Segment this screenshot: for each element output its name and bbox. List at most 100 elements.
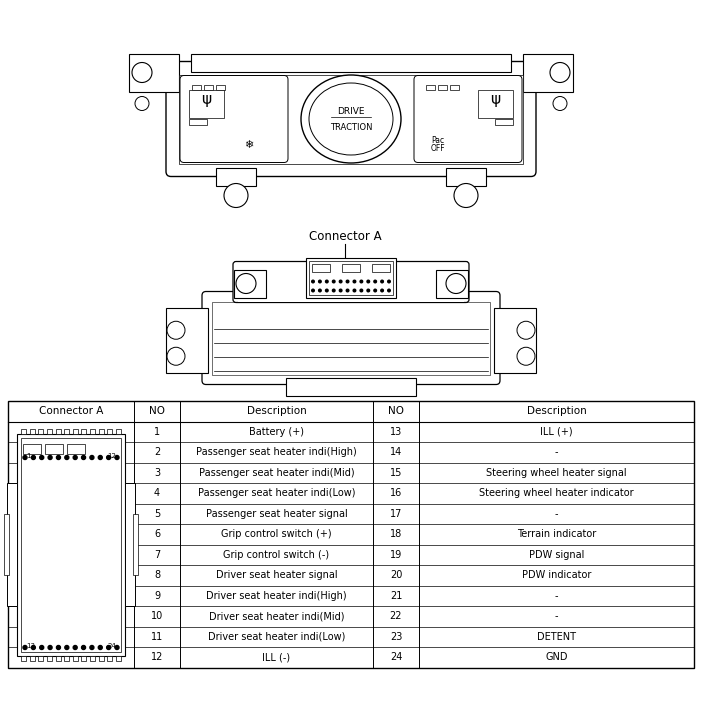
Text: DRIVE: DRIVE xyxy=(337,106,365,116)
Circle shape xyxy=(48,455,52,459)
Text: PDW indicator: PDW indicator xyxy=(522,570,591,580)
Circle shape xyxy=(57,645,60,649)
Bar xyxy=(55,428,60,433)
Circle shape xyxy=(319,280,321,283)
Bar xyxy=(99,656,104,661)
Text: 23: 23 xyxy=(390,632,402,642)
Text: 20: 20 xyxy=(390,570,402,580)
Text: Passenger seat heater indi(High): Passenger seat heater indi(High) xyxy=(196,447,357,457)
Bar xyxy=(73,428,78,433)
Bar xyxy=(47,656,52,661)
Text: Driver seat heater indi(High): Driver seat heater indi(High) xyxy=(206,591,347,601)
Circle shape xyxy=(353,289,355,292)
Circle shape xyxy=(454,184,478,208)
Circle shape xyxy=(57,455,60,459)
Bar xyxy=(133,514,138,575)
Circle shape xyxy=(367,280,369,283)
Text: Grip control switch (+): Grip control switch (+) xyxy=(222,529,332,540)
Bar xyxy=(107,428,112,433)
Text: Connector A: Connector A xyxy=(39,406,103,416)
Text: NO: NO xyxy=(149,406,165,416)
Circle shape xyxy=(81,645,86,649)
Circle shape xyxy=(224,184,248,208)
FancyBboxPatch shape xyxy=(414,75,522,162)
Text: 14: 14 xyxy=(390,447,402,457)
Text: -: - xyxy=(554,509,558,519)
Bar xyxy=(125,484,135,605)
Bar xyxy=(67,444,85,454)
Bar xyxy=(426,84,435,89)
Bar xyxy=(8,401,694,667)
Text: DETENT: DETENT xyxy=(537,632,576,642)
Bar xyxy=(436,269,468,298)
Bar xyxy=(238,291,464,301)
Text: ILL (+): ILL (+) xyxy=(540,427,573,437)
Text: 13: 13 xyxy=(390,427,402,437)
Bar xyxy=(342,264,360,272)
Bar xyxy=(309,260,393,294)
Bar xyxy=(39,656,43,661)
Bar xyxy=(81,428,86,433)
Circle shape xyxy=(381,289,383,292)
Bar xyxy=(312,264,330,272)
Bar xyxy=(192,84,201,89)
Circle shape xyxy=(115,455,119,459)
Circle shape xyxy=(381,280,383,283)
Text: -: - xyxy=(554,611,558,621)
Text: OFF: OFF xyxy=(430,144,445,153)
Circle shape xyxy=(23,645,27,649)
Text: Steering wheel heater indicator: Steering wheel heater indicator xyxy=(479,489,634,498)
Text: Passenger seat heater indi(Low): Passenger seat heater indi(Low) xyxy=(198,489,355,498)
Text: 22: 22 xyxy=(390,611,402,621)
Circle shape xyxy=(73,455,77,459)
Bar xyxy=(523,53,573,91)
FancyBboxPatch shape xyxy=(166,62,536,177)
Bar xyxy=(21,428,26,433)
Text: 21: 21 xyxy=(390,591,402,601)
Circle shape xyxy=(367,289,369,292)
Ellipse shape xyxy=(309,83,393,155)
Bar xyxy=(446,167,486,186)
Circle shape xyxy=(236,274,256,294)
Circle shape xyxy=(346,289,349,292)
Circle shape xyxy=(90,645,94,649)
Text: 11: 11 xyxy=(151,632,163,642)
Text: 15: 15 xyxy=(390,468,402,478)
Circle shape xyxy=(40,455,43,459)
Bar xyxy=(81,656,86,661)
Text: ψ: ψ xyxy=(490,92,500,107)
Circle shape xyxy=(312,289,314,292)
Text: 19: 19 xyxy=(390,549,402,559)
Text: 5: 5 xyxy=(154,509,160,519)
Bar xyxy=(116,656,121,661)
Bar xyxy=(73,656,78,661)
Bar xyxy=(23,444,41,454)
Bar xyxy=(55,656,60,661)
Circle shape xyxy=(353,280,355,283)
Text: -: - xyxy=(554,447,558,457)
Bar xyxy=(494,308,536,372)
Text: Description: Description xyxy=(526,406,586,416)
Circle shape xyxy=(98,645,102,649)
Text: 24: 24 xyxy=(390,652,402,662)
Text: 13: 13 xyxy=(26,642,35,649)
Text: Driver seat heater signal: Driver seat heater signal xyxy=(216,570,337,580)
Bar xyxy=(286,377,416,396)
Circle shape xyxy=(107,455,111,459)
Text: Grip control switch (-): Grip control switch (-) xyxy=(224,549,329,559)
Text: 1: 1 xyxy=(154,427,160,437)
Circle shape xyxy=(90,455,94,459)
Bar xyxy=(450,84,459,89)
Text: Description: Description xyxy=(247,406,306,416)
Circle shape xyxy=(332,280,335,283)
Circle shape xyxy=(346,280,349,283)
Ellipse shape xyxy=(301,75,401,163)
Bar xyxy=(166,308,208,372)
Text: 16: 16 xyxy=(390,489,402,498)
FancyBboxPatch shape xyxy=(202,291,500,384)
Bar xyxy=(45,444,63,454)
Circle shape xyxy=(388,289,390,292)
Circle shape xyxy=(32,645,35,649)
Bar xyxy=(438,84,447,89)
Circle shape xyxy=(319,289,321,292)
